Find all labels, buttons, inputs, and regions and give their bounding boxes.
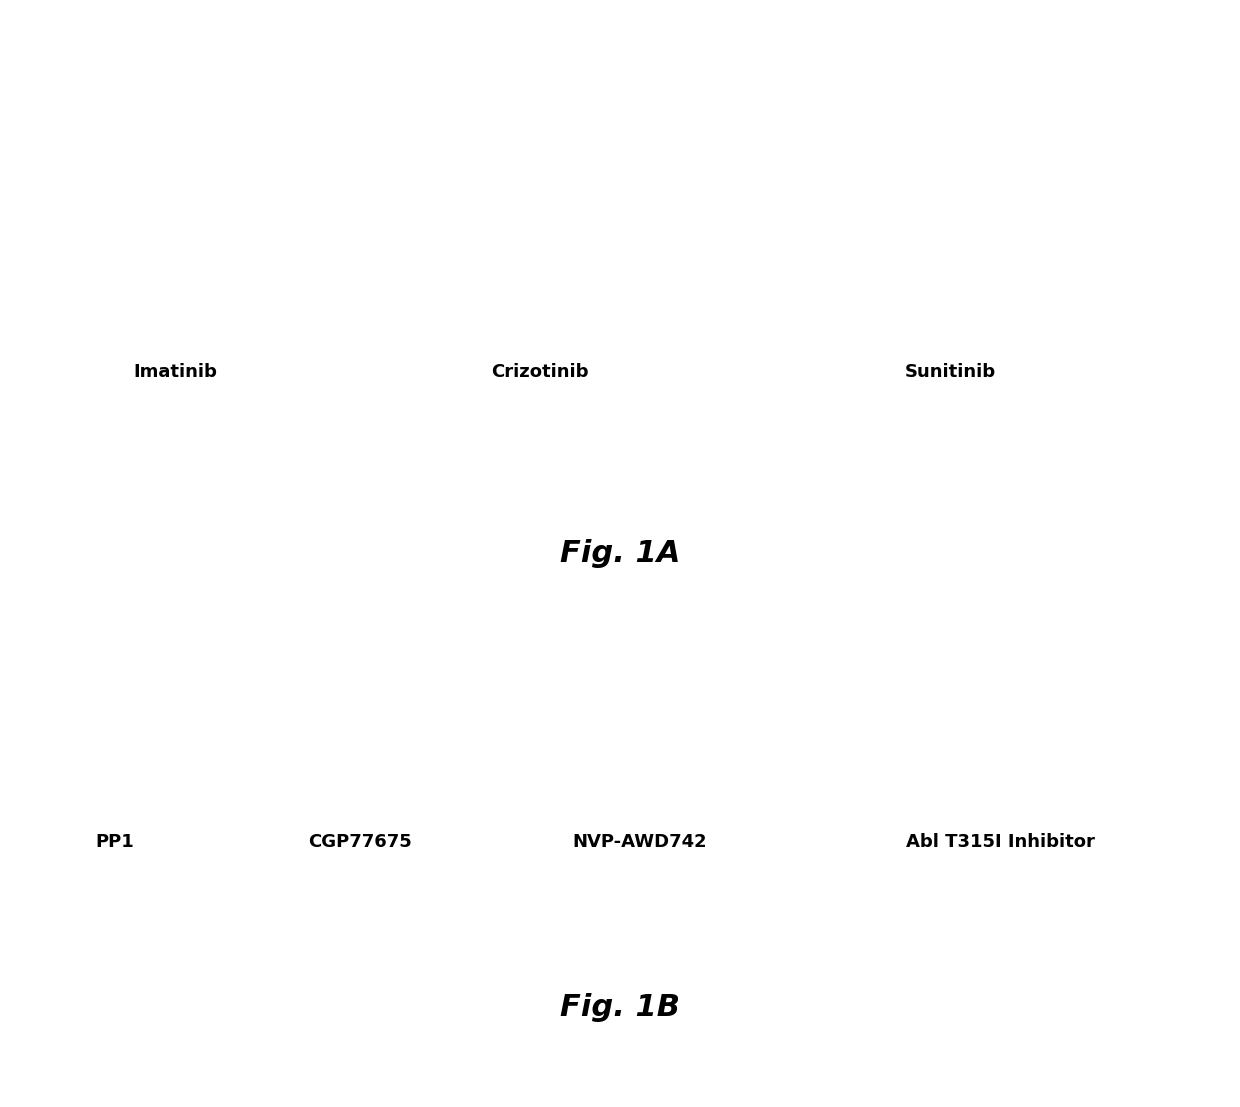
Text: Fig. 1B: Fig. 1B xyxy=(560,993,680,1022)
Text: NVP-AWD742: NVP-AWD742 xyxy=(573,832,707,851)
Text: Sunitinib: Sunitinib xyxy=(904,363,996,381)
Text: CGP77675: CGP77675 xyxy=(308,832,412,851)
Text: Crizotinib: Crizotinib xyxy=(491,363,589,381)
Text: Fig. 1A: Fig. 1A xyxy=(559,539,681,569)
Text: Abl T315I Inhibitor: Abl T315I Inhibitor xyxy=(905,832,1095,851)
Text: PP1: PP1 xyxy=(95,832,134,851)
Text: Imatinib: Imatinib xyxy=(133,363,217,381)
